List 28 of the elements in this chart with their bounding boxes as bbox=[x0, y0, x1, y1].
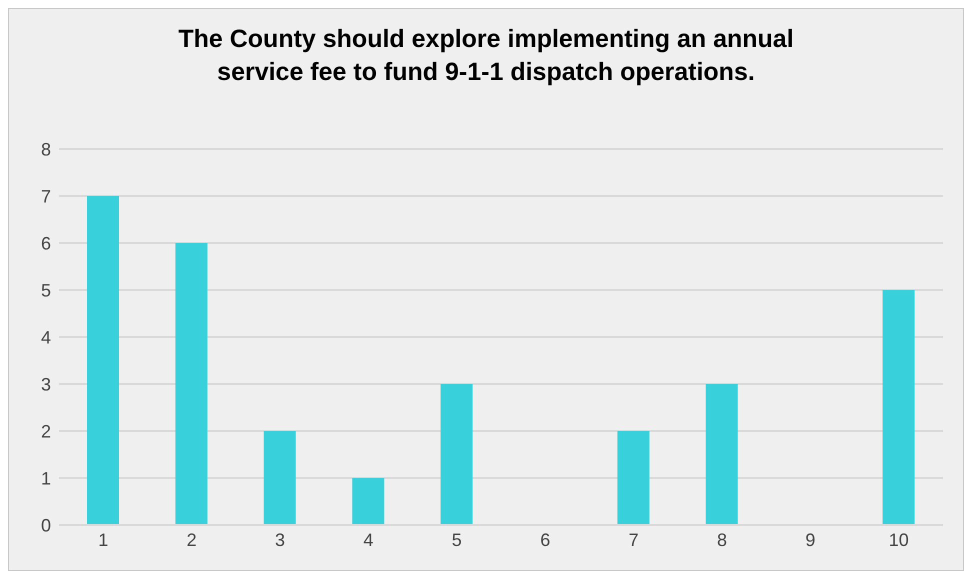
bar bbox=[706, 384, 738, 525]
x-tick-label: 2 bbox=[186, 530, 197, 550]
x-tick-label: 3 bbox=[274, 530, 286, 550]
x-tick-label: 9 bbox=[805, 530, 816, 550]
y-tick-label: 3 bbox=[40, 374, 51, 394]
y-tick-label: 7 bbox=[40, 186, 51, 206]
x-tick-label: 1 bbox=[98, 530, 108, 550]
y-tick-label: 4 bbox=[40, 327, 51, 348]
bar bbox=[175, 243, 208, 525]
y-tick-label: 1 bbox=[40, 468, 51, 488]
x-tick-label: 6 bbox=[540, 530, 550, 550]
x-tick-label: 10 bbox=[888, 530, 909, 550]
x-tick-label: 8 bbox=[716, 530, 728, 550]
y-tick-label: 2 bbox=[40, 421, 51, 442]
y-tick-label: 8 bbox=[40, 139, 51, 160]
x-tick-label: 4 bbox=[363, 530, 374, 550]
bar bbox=[87, 196, 119, 525]
bar bbox=[882, 290, 915, 525]
bar bbox=[352, 478, 384, 525]
bar bbox=[264, 431, 296, 525]
y-tick-label: 0 bbox=[40, 515, 51, 536]
chart-title: The County should explore implementing an annual service fee to fund 9-1-1 dispatch operations. bbox=[177, 24, 795, 88]
x-tick-label: 5 bbox=[452, 530, 462, 550]
bar bbox=[617, 431, 650, 525]
bar bbox=[440, 384, 473, 525]
x-tick-label: 7 bbox=[628, 530, 639, 550]
y-tick-label: 6 bbox=[40, 233, 51, 254]
y-tick-label: 5 bbox=[40, 280, 51, 300]
